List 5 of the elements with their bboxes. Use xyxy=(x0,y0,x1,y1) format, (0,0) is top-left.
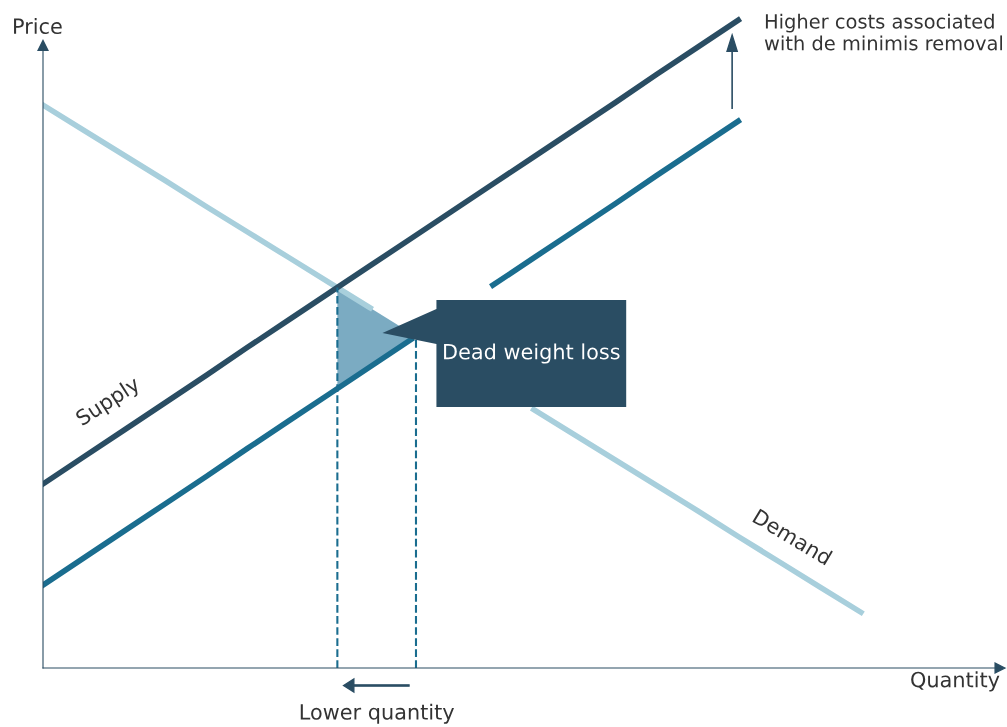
annotation: Dead weight loss xyxy=(444,343,620,364)
x-axis-title: Quantity xyxy=(911,671,1000,692)
annotation: Higher costs associated with de minimis removal xyxy=(764,13,1003,51)
y-axis-title: Price xyxy=(14,17,62,35)
text: Lower quantity xyxy=(300,703,454,724)
